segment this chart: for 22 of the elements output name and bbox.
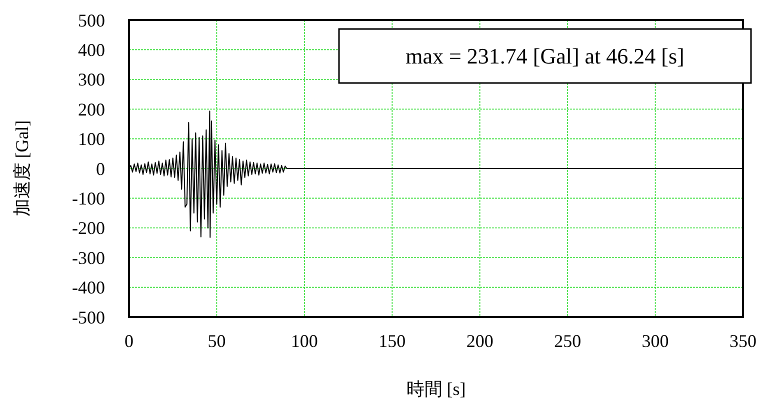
y-tick-label: -100 xyxy=(72,188,105,208)
x-tick-label: 200 xyxy=(466,331,494,351)
y-tick-label: -400 xyxy=(72,278,105,298)
x-tick-label: 250 xyxy=(554,331,582,351)
x-tick-label: 300 xyxy=(642,331,669,351)
y-tick-label: 100 xyxy=(78,129,105,150)
x-tick-label: 100 xyxy=(290,331,318,351)
y-tick-label: 300 xyxy=(78,70,105,90)
y-tick-label: -200 xyxy=(72,218,105,238)
x-tick-label: 50 xyxy=(208,331,226,351)
y-tick-label: -300 xyxy=(72,248,105,268)
x-tick-label: 0 xyxy=(124,331,134,351)
y-tick-label: 0 xyxy=(96,158,105,179)
x-axis-title: 時間 [s] xyxy=(406,379,466,399)
y-tick-label: -500 xyxy=(72,307,105,328)
x-tick-label: 150 xyxy=(378,331,406,351)
annotation: max = 231.74 [Gal] at 46.24 [s] xyxy=(406,44,684,69)
y-tick-label: 400 xyxy=(78,40,105,60)
y-axis-title: 加速度 [Gal] xyxy=(12,120,32,217)
y-tick-label: 500 xyxy=(78,10,105,30)
y-tick-label: 200 xyxy=(78,99,105,120)
x-tick-label: 350 xyxy=(730,331,756,351)
